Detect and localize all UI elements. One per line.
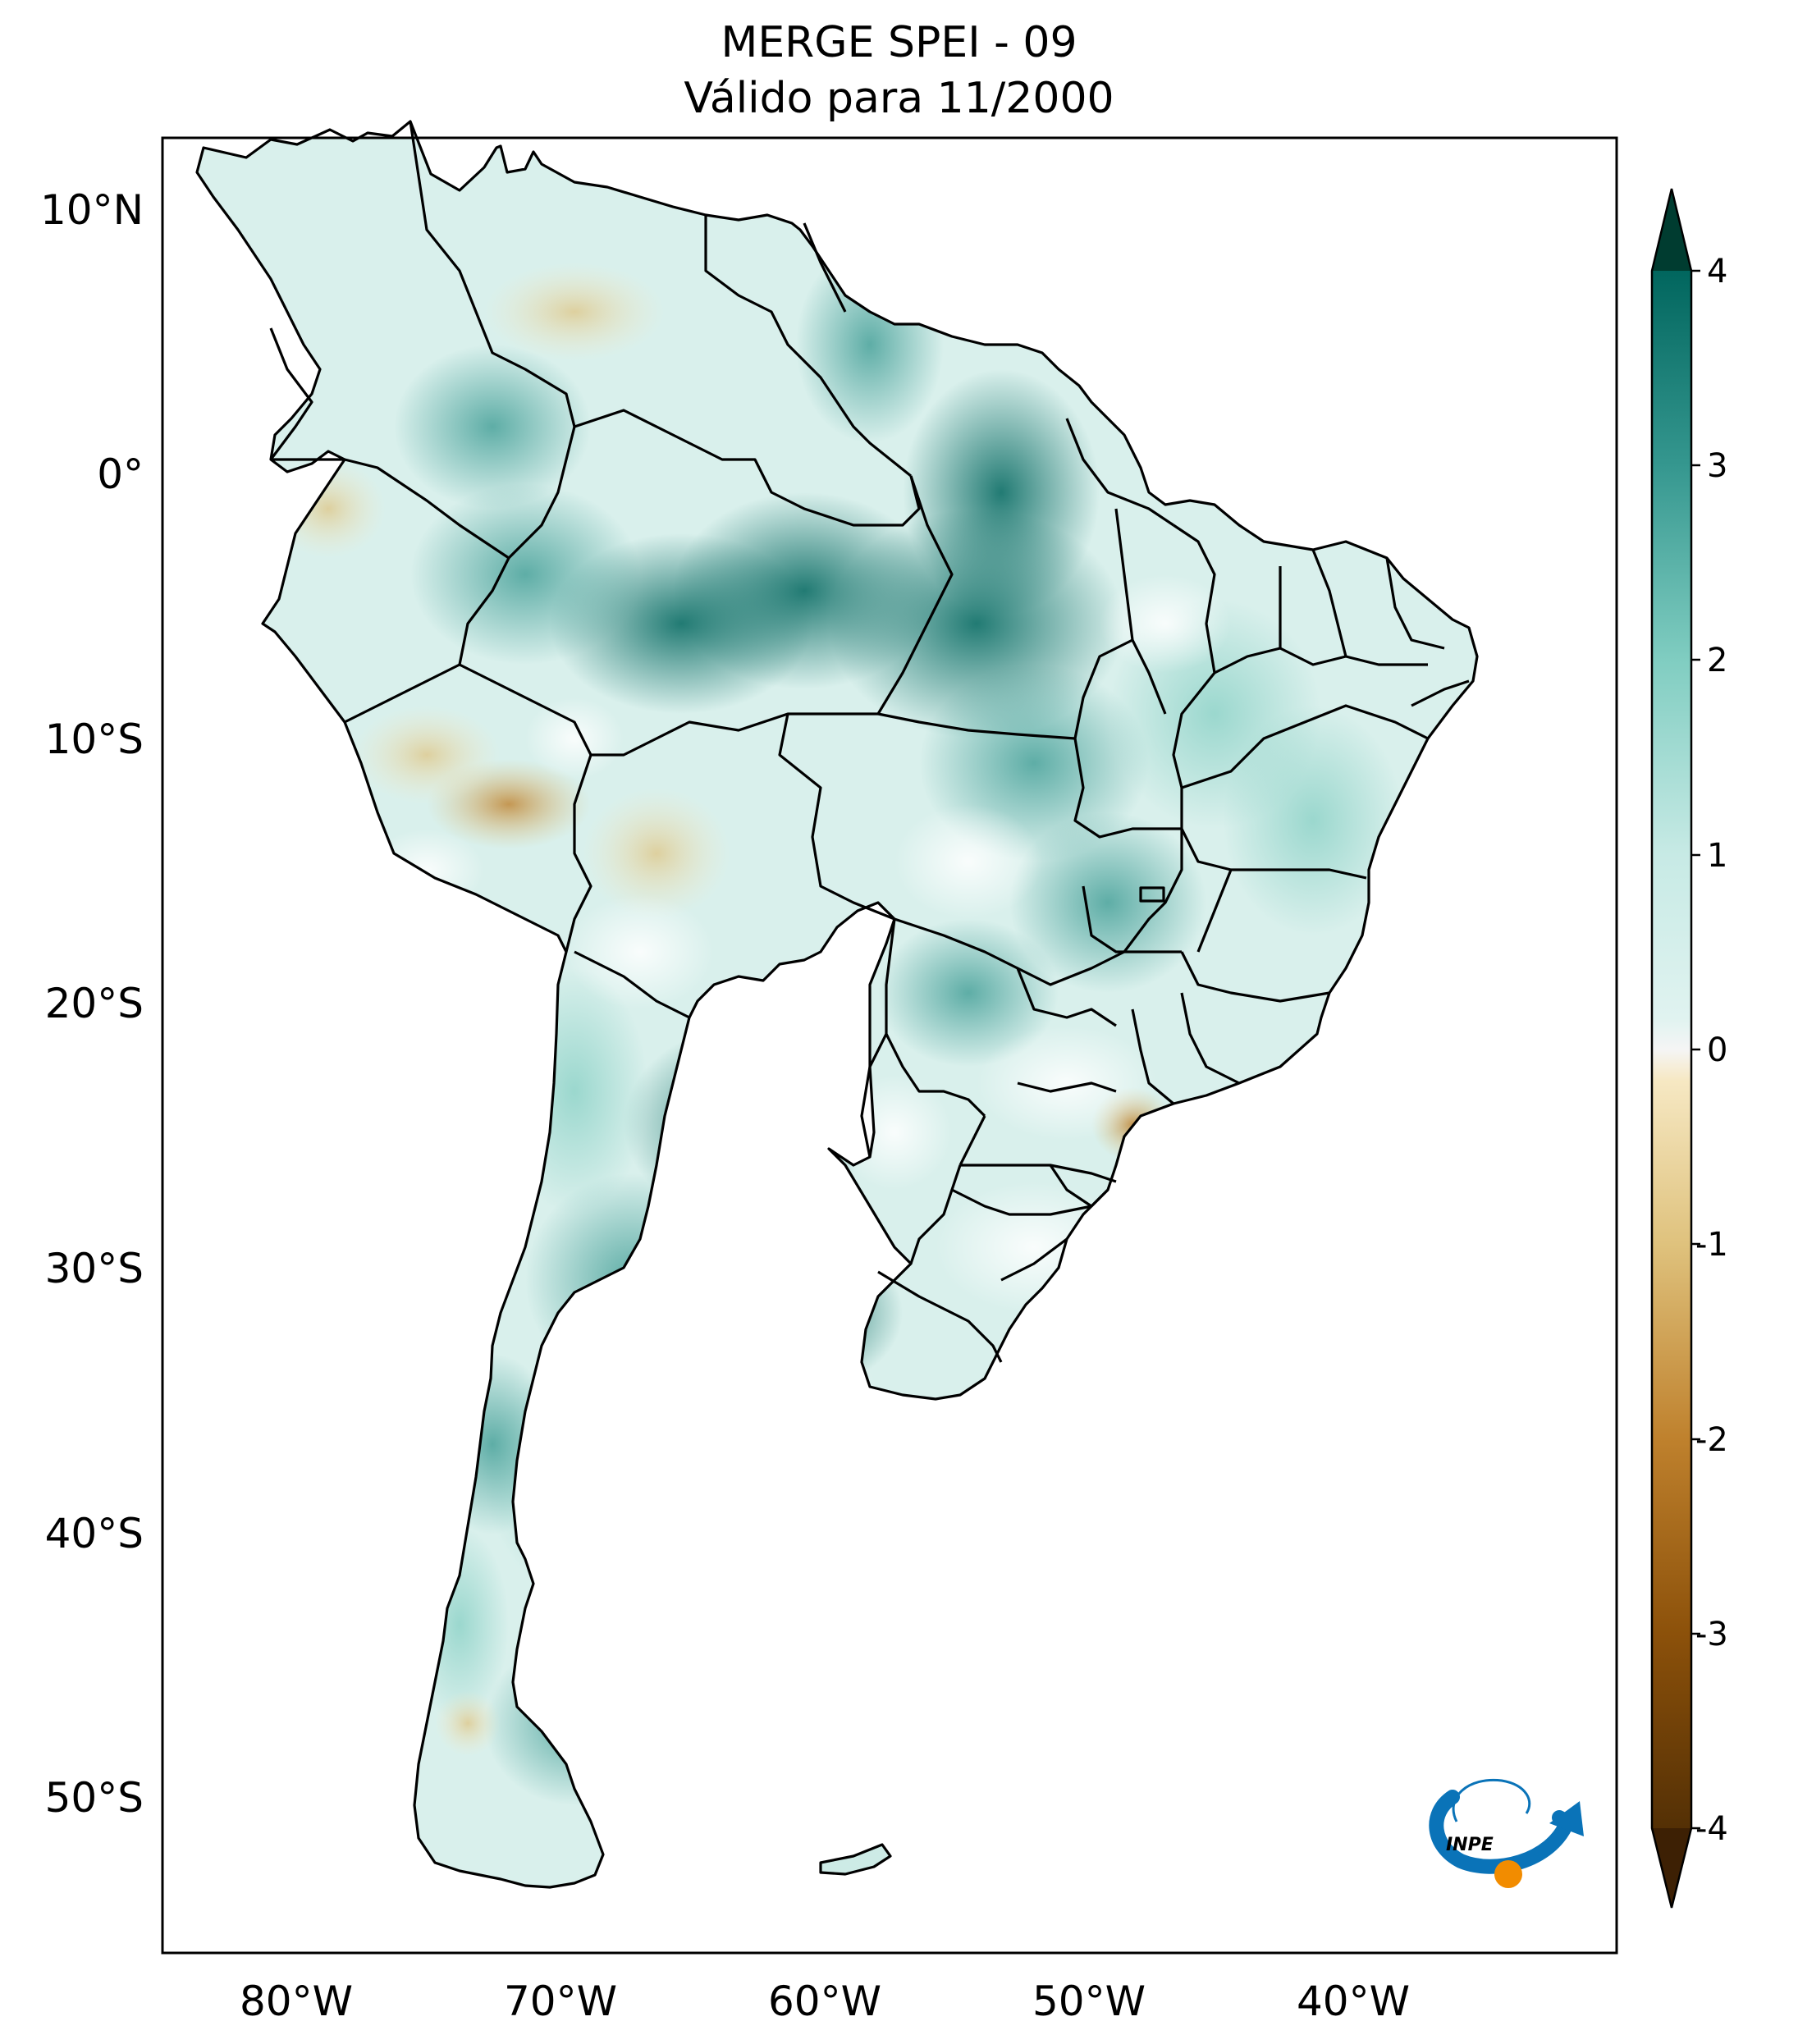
- colorbar-tick-3: 3: [1707, 447, 1727, 485]
- map-frame: [161, 136, 1618, 1955]
- colorbar-tick-neg3: -3: [1695, 1616, 1728, 1653]
- lon-label-60w: 60°W: [768, 1978, 881, 2025]
- colorbar-extend-top: [1652, 189, 1691, 271]
- colorbar-tick-neg1: -1: [1695, 1226, 1728, 1264]
- colorbar: 4 3 2 1 0 -1 -2 -3 -4: [1650, 188, 1728, 1909]
- lon-label-80w: 80°W: [240, 1978, 353, 2025]
- lat-label-20s: 20°S: [45, 980, 144, 1027]
- longitude-labels: 80°W 70°W 60°W 50°W 40°W: [240, 1978, 1410, 2025]
- colorbar-tick-0: 0: [1707, 1031, 1727, 1069]
- lon-label-50w: 50°W: [1032, 1978, 1146, 2025]
- lat-label-10n: 10°N: [40, 186, 144, 234]
- colorbar-tick-2: 2: [1707, 642, 1727, 679]
- logo-text: INPE: [1446, 1835, 1494, 1855]
- lat-label-40s: 40°S: [45, 1510, 144, 1557]
- lon-label-40w: 40°W: [1297, 1978, 1410, 2025]
- colorbar-tick-neg4: -4: [1695, 1810, 1728, 1848]
- colorbar-gradient: [1652, 271, 1691, 1828]
- logo-dot-icon: [1494, 1860, 1522, 1888]
- colorbar-tick-neg2: -2: [1695, 1421, 1728, 1459]
- latitude-labels: 10°N 0° 10°S 20°S 30°S 40°S 50°S: [40, 186, 144, 1822]
- political-borders: [269, 121, 1470, 1363]
- lat-label-10s: 10°S: [45, 716, 144, 763]
- chart-title-line-1: MERGE SPEI - 09: [721, 18, 1077, 67]
- inpe-logo: INPE: [1429, 1778, 1584, 1888]
- lat-label-50s: 50°S: [45, 1774, 144, 1822]
- lat-label-30s: 30°S: [45, 1245, 144, 1292]
- lon-label-70w: 70°W: [504, 1978, 617, 2025]
- colorbar-tick-4: 4: [1707, 253, 1727, 290]
- lat-label-0: 0°: [97, 450, 144, 498]
- colorbar-extend-bottom: [1652, 1828, 1691, 1908]
- colorbar-tick-1: 1: [1707, 837, 1727, 875]
- chart-title-line-2: Válido para 11/2000: [684, 74, 1114, 123]
